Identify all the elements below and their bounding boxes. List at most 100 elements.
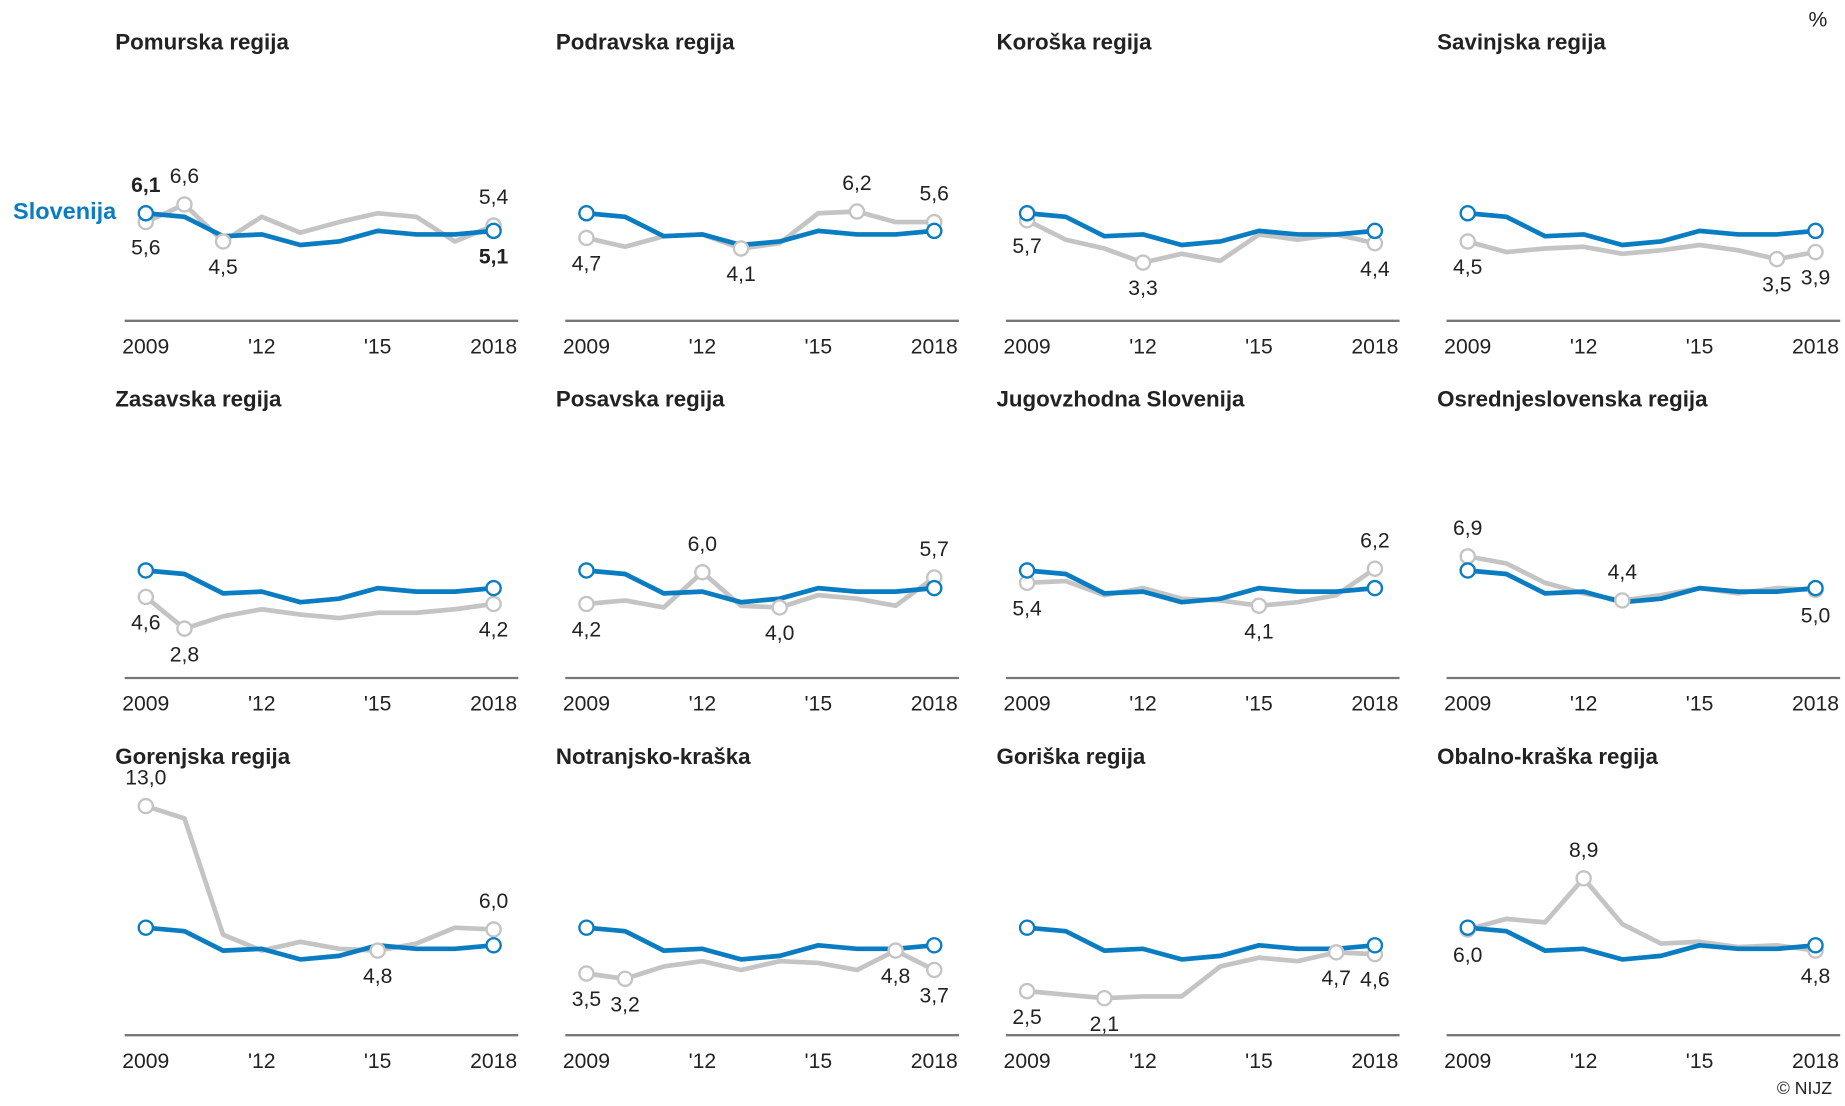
point-marker [485,222,502,240]
value-label: 4,5 [1453,256,1482,279]
point-marker [926,937,943,954]
point-marker [1134,254,1152,271]
value-label: 4,7 [572,253,601,276]
x-tick-label: '12 [1129,335,1157,358]
value-label: 4,2 [572,619,601,642]
x-tick-label: '15 [1686,693,1714,716]
line [586,569,936,610]
point-marker [1250,597,1268,614]
x-tick-label: 2018 [470,335,517,358]
point-marker [926,961,943,979]
value-label: 4,7 [1322,967,1351,990]
point-marker [732,240,750,257]
panel-title: Zasavska regija [115,387,282,412]
x-tick-label: '12 [689,693,717,716]
point-marker [1807,937,1824,954]
x-tick-label: '12 [248,335,276,358]
value-label: 4,4 [1360,258,1390,281]
x-tick-label: 2009 [1004,1050,1051,1073]
x-tick-label: '15 [364,335,392,358]
x-tick-label: 2018 [1351,335,1398,358]
line [145,803,494,953]
x-tick-label: '15 [805,1050,833,1073]
value-label: 4,1 [726,263,755,286]
value-label: 4,5 [208,256,237,279]
value-label: 6,0 [1453,944,1482,967]
x-tick-label: 2009 [563,335,610,358]
value-label: 6,0 [479,890,508,913]
value-label: 5,4 [479,186,509,209]
line [144,202,495,244]
value-label: 6,9 [1453,517,1482,540]
point-marker [1807,243,1824,261]
line [1467,568,1816,605]
point-marker [578,205,595,222]
line [1467,925,1816,962]
panel-title: Pomurska regija [115,29,289,54]
panel-title: Posavska regija [556,387,725,412]
x-tick-label: 2009 [1004,693,1051,716]
point-marker [1459,233,1476,250]
value-label: 5,0 [1801,604,1830,627]
point-marker [578,229,595,247]
point-marker [1366,222,1384,240]
line [1467,210,1816,248]
point-marker [137,562,155,579]
point-marker [1018,562,1036,579]
point-marker [1459,205,1476,222]
point-marker [485,579,502,597]
x-tick-label: 2018 [1792,335,1839,358]
value-label: 13,0 [125,767,166,790]
value-label: 6,0 [688,533,717,556]
point-marker [137,797,155,815]
point-marker [1018,205,1036,222]
value-label: 3,5 [1762,274,1791,297]
value-label: 6,1 [131,174,161,197]
point-marker [1575,870,1592,887]
x-tick-label: 2018 [911,335,958,358]
x-tick-label: 2018 [911,1050,958,1073]
point-marker [137,588,155,606]
value-label: 4,8 [1801,965,1830,988]
panel-title: Gorenjska regija [115,744,290,769]
point-marker [578,965,595,982]
value-label: 2,1 [1090,1013,1119,1036]
value-label: 2,8 [170,643,199,666]
value-label: 4,8 [881,965,910,988]
point-marker [771,599,788,616]
panel-title: Podravska regija [556,29,735,54]
point-marker [485,595,502,613]
x-tick-label: '12 [1129,693,1157,716]
line [1467,875,1816,953]
x-tick-label: 2009 [122,693,169,716]
line [586,925,935,962]
point-marker [176,196,193,213]
panel-title: Savinjska regija [1437,29,1606,54]
value-label: 4,6 [131,612,160,635]
value-label: 5,6 [920,183,949,206]
line [1026,568,1376,605]
point-marker [1768,250,1786,268]
x-tick-label: 2009 [122,1050,169,1073]
x-tick-label: '12 [1570,693,1598,716]
x-tick-label: 2018 [470,693,517,716]
point-marker [578,595,595,613]
line [586,948,936,982]
point-marker [1366,937,1384,954]
panel-title: Goriška regija [997,744,1146,769]
point-marker [214,233,232,250]
value-label: 4,6 [1360,969,1389,992]
x-tick-label: '15 [1245,335,1273,358]
value-label: 5,6 [131,237,160,260]
series-name: Slovenija [13,198,117,224]
line [1026,218,1376,265]
x-tick-label: '15 [1245,1050,1273,1073]
x-tick-label: '12 [248,1050,276,1073]
x-tick-label: 2009 [563,1050,610,1073]
x-tick-label: '15 [364,693,392,716]
point-marker [926,579,943,597]
point-marker [1807,579,1824,597]
x-tick-label: 2018 [1351,693,1398,716]
